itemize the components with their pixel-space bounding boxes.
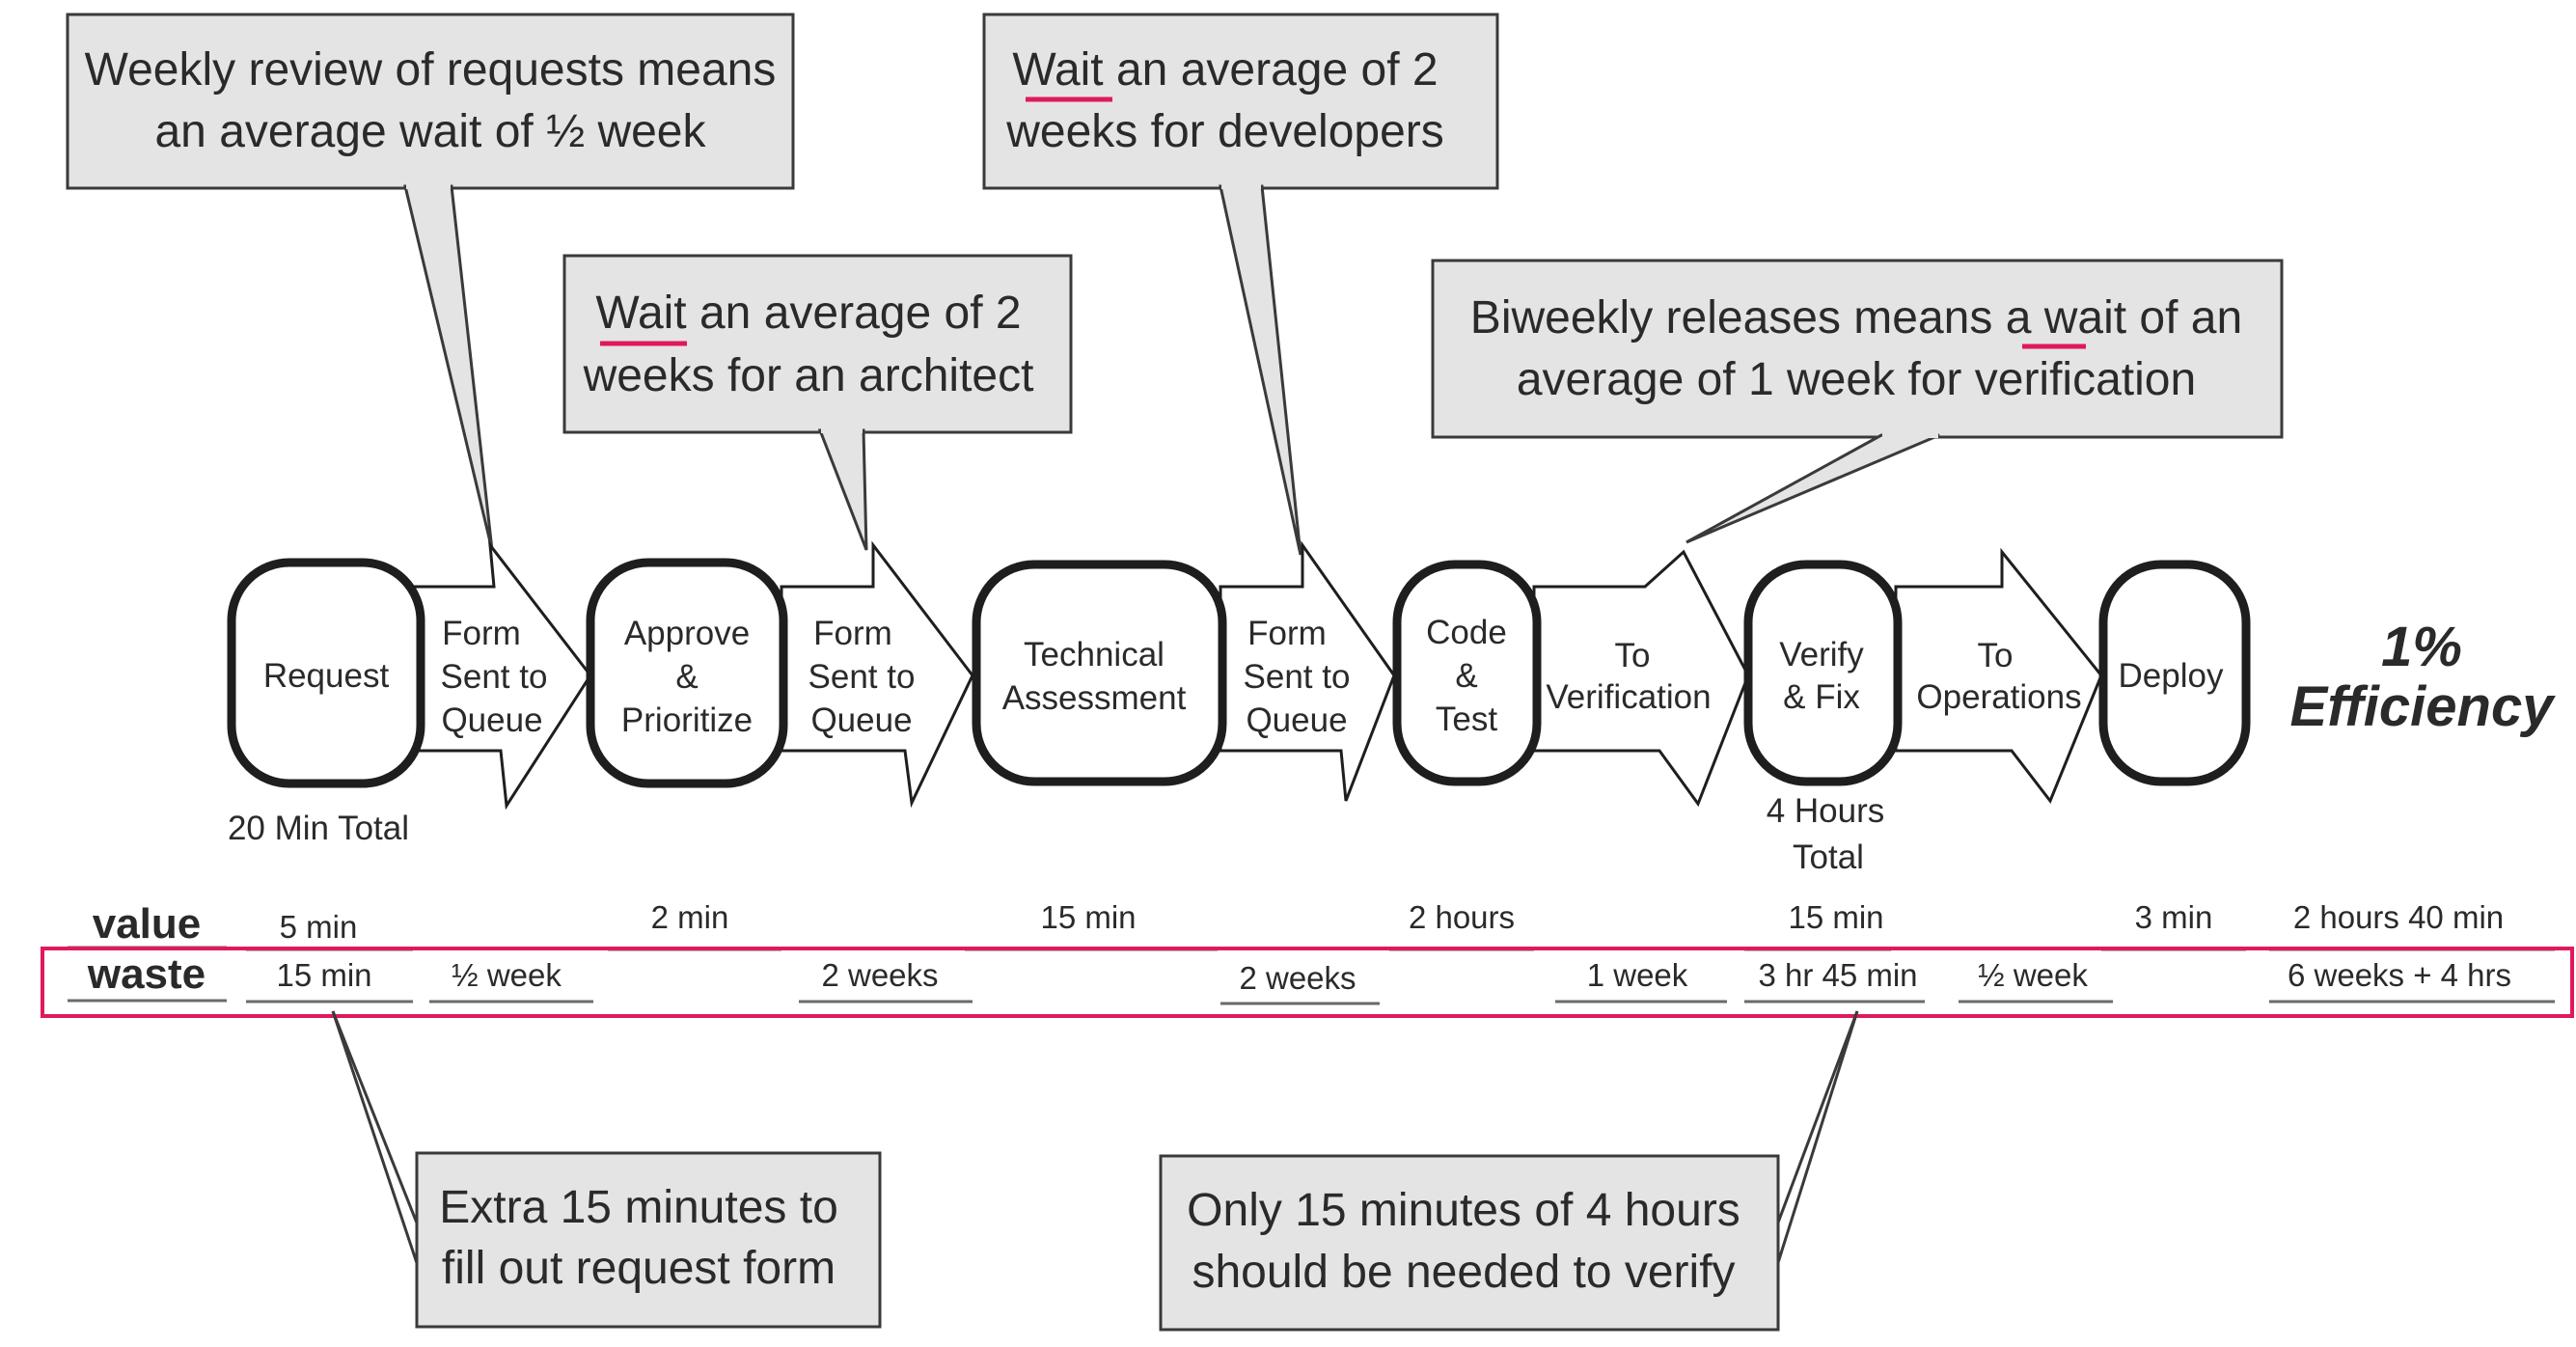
step-technical-line1: Technical <box>1024 636 1165 674</box>
callout-request-form-line2: fill out request form <box>442 1243 836 1294</box>
value-approve: 2 min <box>651 899 729 935</box>
callout-weekly-review-line2: an average wait of ½ week <box>154 106 706 157</box>
value-verify: 15 min <box>1788 899 1883 935</box>
callout-verify-time: Only 15 minutes of 4 hours should be nee… <box>1161 1011 1857 1330</box>
value-deploy: 3 min <box>2135 899 2213 935</box>
callout-verify-time-line1: Only 15 minutes of 4 hours <box>1187 1185 1740 1236</box>
step-request-label: Request <box>263 657 390 695</box>
efficiency-percent: 1% <box>2381 616 2462 678</box>
transition-queue3-line2: Sent to <box>1244 658 1351 696</box>
waste-queue1: ½ week <box>452 957 562 993</box>
transition-queue3-line3: Queue <box>1246 701 1347 739</box>
step-verify-line1: Verify <box>1779 636 1864 674</box>
callout-architect-wait-line2: weeks for an architect <box>583 350 1034 401</box>
callout-architect-wait: Wait an average of 2 weeks for an archit… <box>564 256 1071 550</box>
transition-operations: To Operations <box>1896 552 2101 801</box>
transition-queue3: Form Sent to Queue <box>1220 545 1394 801</box>
transition-queue3-line1: Form <box>1247 615 1327 652</box>
efficiency-label: Efficiency <box>2290 675 2557 738</box>
transition-queue2-line1: Form <box>813 615 892 652</box>
step-approve: Approve & Prioritize <box>590 563 783 783</box>
step-deploy: Deploy <box>2103 564 2246 782</box>
waste-operations: ½ week <box>1978 957 2088 993</box>
value-row-label: value <box>93 900 202 948</box>
value-technical: 15 min <box>1040 899 1136 935</box>
waste-verification: 1 week <box>1587 957 1688 993</box>
verify-total-note-line1: 4 Hours <box>1767 792 1885 830</box>
waste-row: 15 min ½ week 2 weeks 2 weeks 1 week 3 h… <box>246 957 2555 1003</box>
callout-weekly-review-line1: Weekly review of requests means <box>85 44 777 96</box>
transition-verification-line1: To <box>1615 637 1651 674</box>
callout-request-form-line1: Extra 15 minutes to <box>439 1182 838 1233</box>
transition-verification: To Verification <box>1534 552 1748 804</box>
callout-biweekly-line1: Biweekly releases means a wait of an <box>1470 292 2242 344</box>
step-code-line2: & <box>1455 657 1477 695</box>
transition-queue1: Form Sent to Queue <box>415 545 590 806</box>
transition-operations-line1: To <box>1978 637 2014 674</box>
transition-queue1-line2: Sent to <box>441 658 548 696</box>
waste-verify: 3 hr 45 min <box>1758 957 1917 993</box>
step-code-line3: Test <box>1436 701 1497 738</box>
value-row: 5 min 2 min 15 min 2 hours 15 min 3 min … <box>246 899 2555 949</box>
verify-total-note-line2: Total <box>1793 838 1864 876</box>
transition-queue1-line1: Form <box>442 615 521 652</box>
waste-request: 15 min <box>276 957 371 993</box>
waste-row-label: waste <box>87 950 206 998</box>
step-code-line1: Code <box>1426 614 1507 651</box>
callout-request-form: Extra 15 minutes to fill out request for… <box>333 1011 880 1327</box>
callout-biweekly: Biweekly releases means a wait of an ave… <box>1433 261 2282 542</box>
transition-queue2-line2: Sent to <box>808 658 916 696</box>
step-request: Request <box>232 563 421 783</box>
callout-verify-time-line2: should be needed to verify <box>1192 1247 1735 1298</box>
step-approve-line1: Approve <box>624 615 750 652</box>
waste-queue2: 2 weeks <box>821 957 938 993</box>
step-verify-line2: & Fix <box>1783 678 1860 716</box>
value-request: 5 min <box>280 909 358 945</box>
transition-verification-line2: Verification <box>1546 678 1711 716</box>
step-technical-line2: Assessment <box>1002 679 1187 717</box>
callout-developer-wait-line2: weeks for developers <box>1005 106 1444 157</box>
transition-queue2: Form Sent to Queue <box>781 545 973 803</box>
transition-queue1-line3: Queue <box>441 701 542 739</box>
step-technical-assessment: Technical Assessment <box>976 564 1222 782</box>
callout-biweekly-line2: average of 1 week for verification <box>1517 354 2196 405</box>
waste-queue3: 2 weeks <box>1239 960 1356 996</box>
step-deploy-label: Deploy <box>2119 657 2224 695</box>
step-approve-line3: Prioritize <box>621 701 753 739</box>
value-code: 2 hours <box>1409 899 1515 935</box>
value-total: 2 hours 40 min <box>2293 899 2504 935</box>
step-approve-line2: & <box>675 658 698 696</box>
callout-architect-wait-line1: Wait an average of 2 <box>595 288 1021 339</box>
callout-developer-wait-line1: Wait an average of 2 <box>1012 44 1438 96</box>
step-code-test: Code & Test <box>1397 564 1537 782</box>
transition-operations-line2: Operations <box>1916 678 2081 716</box>
step-verify-fix: Verify & Fix <box>1748 564 1898 782</box>
request-total-note: 20 Min Total <box>228 810 409 847</box>
waste-total: 6 weeks + 4 hrs <box>2288 957 2511 993</box>
transition-queue2-line3: Queue <box>810 701 912 739</box>
